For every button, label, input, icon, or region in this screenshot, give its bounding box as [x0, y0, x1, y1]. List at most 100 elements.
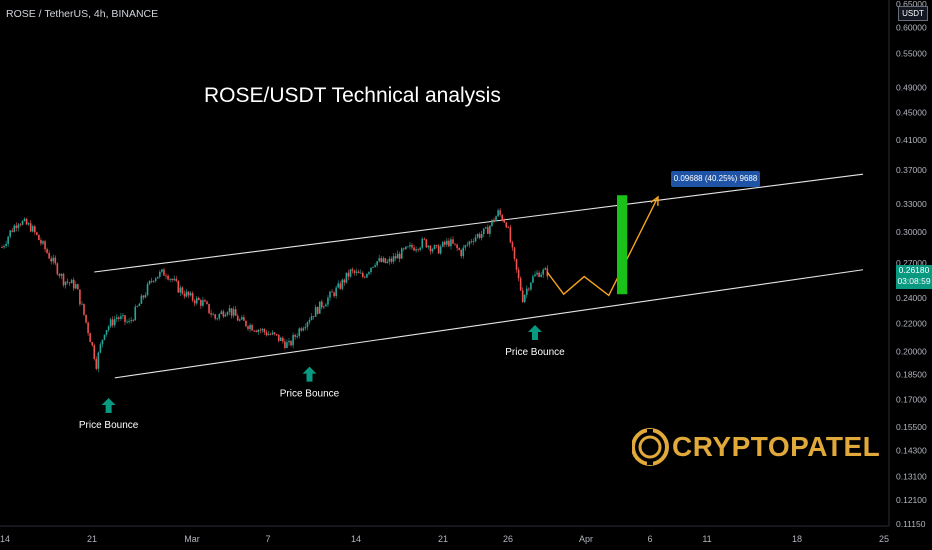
candlesticks	[1, 207, 549, 373]
channel-upper-line[interactable]	[94, 173, 864, 273]
candle-body	[220, 311, 223, 315]
candle-body	[206, 301, 208, 304]
candle-body	[79, 289, 81, 305]
candle-body	[296, 336, 298, 337]
candle-body	[325, 304, 327, 307]
candle-body	[216, 318, 219, 320]
candle-body	[83, 303, 85, 315]
candle-body	[284, 341, 286, 348]
candle-body	[148, 280, 151, 285]
price-tick-label: 0.49000	[896, 82, 927, 92]
candle-body	[390, 258, 393, 262]
candle-body	[439, 246, 442, 254]
candle-body	[7, 236, 9, 244]
candle-body	[271, 332, 274, 335]
candle-body	[255, 330, 257, 333]
candle-body	[370, 267, 372, 273]
candle-body	[333, 292, 335, 297]
candle-body	[273, 332, 276, 334]
candle-body	[120, 316, 122, 319]
channel-lower-line[interactable]	[114, 269, 864, 379]
candle-body	[234, 309, 237, 316]
candle-body	[214, 314, 216, 319]
candle-body	[113, 319, 116, 326]
candle-body	[495, 216, 497, 222]
channel-lines[interactable]	[94, 173, 864, 379]
candle-body	[259, 329, 262, 331]
target-range-bar[interactable]	[617, 195, 628, 295]
candle-body	[398, 253, 401, 259]
up-arrow-icon	[528, 325, 542, 341]
measure-tool-label[interactable]: 0.09688 (40.25%) 9688	[671, 171, 760, 187]
candle-body	[277, 334, 280, 341]
candle-body	[392, 256, 395, 262]
candle-body	[150, 280, 153, 282]
candle-body	[36, 232, 38, 235]
time-tick-label: 21	[438, 534, 448, 544]
bounce-marker: Price Bounce	[280, 366, 340, 400]
up-arrow-icon	[101, 398, 116, 414]
candle-body	[146, 284, 149, 295]
projection-zigzag[interactable]	[546, 196, 659, 297]
price-axis[interactable]: 0.65000 0.60000 0.55000 0.49000 0.45000 0.410…	[896, 0, 927, 529]
candle-body	[189, 293, 192, 296]
candle-body	[142, 295, 145, 298]
candle-body	[521, 290, 524, 303]
candle-body	[312, 316, 315, 318]
candle-body	[400, 248, 403, 259]
time-tick-label: 18	[792, 534, 802, 544]
candle-body	[42, 241, 44, 244]
time-tick-label: 7	[265, 534, 270, 544]
candle-body	[519, 278, 522, 291]
candle-body	[435, 245, 438, 246]
candle-body	[466, 244, 469, 246]
candle-body	[138, 303, 141, 307]
candle-body	[384, 258, 387, 263]
candle-body	[532, 276, 534, 283]
candle-body	[353, 270, 356, 273]
candle-body	[60, 273, 63, 276]
candle-body	[224, 314, 227, 317]
candle-body	[460, 249, 462, 257]
candle-body	[15, 225, 18, 229]
price-tick-label: 0.17000	[896, 395, 927, 405]
candle-body	[509, 227, 512, 243]
candle-body	[294, 334, 296, 337]
candle-body	[118, 317, 120, 319]
candle-body	[290, 341, 292, 346]
candle-body	[202, 300, 204, 306]
candle-body	[351, 269, 354, 271]
candle-body	[38, 234, 40, 241]
candle-body	[511, 242, 514, 248]
candle-body	[243, 317, 245, 321]
candle-body	[515, 258, 518, 270]
time-tick-label: 21	[87, 534, 97, 544]
candle-body	[50, 258, 52, 262]
candle-body	[470, 241, 473, 243]
candle-body	[368, 272, 370, 274]
candle-body	[538, 272, 540, 277]
candle-body	[134, 306, 137, 321]
candle-body	[54, 257, 57, 264]
candle-body	[396, 253, 399, 259]
time-tick-label: 11	[702, 534, 711, 544]
candle-body	[48, 252, 50, 259]
candle-body	[11, 230, 14, 232]
symbol-header[interactable]: ROSE / TetherUS, 4h, BINANCE	[6, 8, 159, 20]
time-axis[interactable]: 14 21 Mar 7 14 21 26 Apr 6 11 18 25	[0, 534, 889, 544]
candle-body	[239, 319, 241, 321]
candle-body	[337, 283, 339, 288]
candle-body	[378, 258, 380, 262]
candle-body	[429, 245, 432, 252]
projection-path[interactable]	[546, 195, 659, 297]
candle-body	[331, 291, 333, 293]
candle-body	[157, 276, 159, 279]
time-tick-label: 26	[503, 534, 513, 544]
candle-body	[327, 297, 329, 305]
candle-body	[263, 329, 266, 333]
candle-body	[5, 243, 7, 246]
candle-body	[380, 258, 383, 263]
candle-body	[489, 225, 491, 234]
candle-body	[433, 245, 436, 250]
